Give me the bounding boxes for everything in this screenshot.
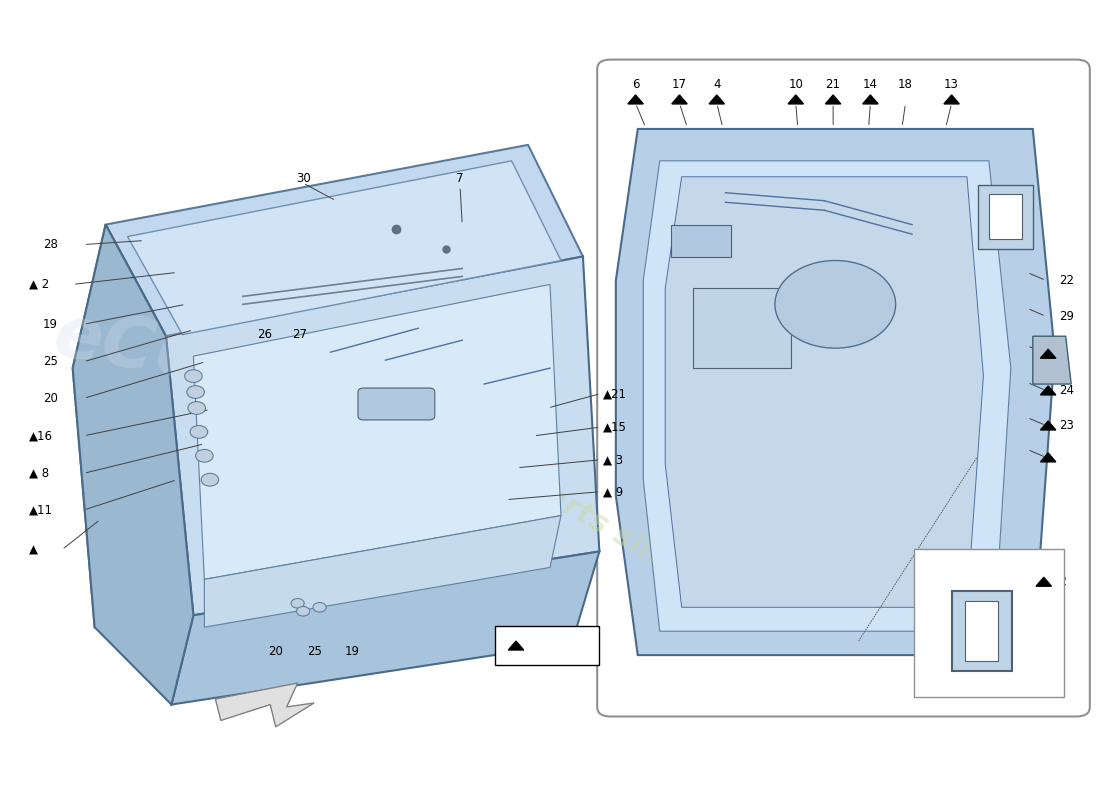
- Text: 30: 30: [296, 172, 310, 185]
- Polygon shape: [672, 95, 688, 104]
- Text: 22: 22: [1059, 274, 1074, 287]
- Circle shape: [187, 386, 205, 398]
- Polygon shape: [1033, 336, 1071, 384]
- Text: 20: 20: [43, 392, 58, 405]
- Polygon shape: [205, 515, 561, 627]
- Circle shape: [201, 474, 219, 486]
- Circle shape: [774, 261, 895, 348]
- Text: 10: 10: [789, 78, 803, 90]
- Text: 5: 5: [1059, 347, 1067, 360]
- FancyBboxPatch shape: [965, 601, 998, 662]
- Polygon shape: [978, 185, 1033, 249]
- Polygon shape: [106, 145, 583, 336]
- FancyBboxPatch shape: [693, 288, 791, 368]
- Text: 14: 14: [862, 78, 878, 90]
- Polygon shape: [172, 551, 600, 705]
- Text: ▲ 3: ▲ 3: [603, 454, 623, 466]
- Text: ▲11: ▲11: [29, 503, 53, 517]
- Text: ▲21: ▲21: [603, 387, 627, 400]
- Polygon shape: [666, 177, 983, 607]
- Text: ▲ 9: ▲ 9: [603, 485, 623, 498]
- Text: 6: 6: [631, 78, 639, 90]
- Text: 26: 26: [257, 328, 272, 341]
- Polygon shape: [194, 285, 561, 579]
- Text: 19: 19: [43, 318, 58, 330]
- Text: 7: 7: [456, 172, 464, 185]
- Polygon shape: [628, 95, 643, 104]
- FancyBboxPatch shape: [952, 591, 1012, 671]
- Polygon shape: [1041, 421, 1056, 430]
- Text: 24: 24: [1059, 384, 1074, 397]
- Text: 13: 13: [944, 78, 959, 90]
- Text: ▲ 8: ▲ 8: [29, 467, 48, 480]
- Text: ▲15: ▲15: [603, 421, 627, 434]
- Circle shape: [196, 450, 213, 462]
- Text: 21: 21: [826, 78, 840, 90]
- FancyBboxPatch shape: [671, 225, 732, 257]
- Text: 29: 29: [1059, 310, 1074, 322]
- Polygon shape: [944, 95, 959, 104]
- Polygon shape: [216, 683, 315, 727]
- Text: eCUBIS: eCUBIS: [747, 316, 968, 405]
- Text: 27: 27: [293, 328, 307, 341]
- Text: eCUBIS: eCUBIS: [47, 301, 350, 420]
- Polygon shape: [989, 194, 1022, 239]
- Polygon shape: [128, 161, 561, 334]
- Circle shape: [188, 402, 206, 414]
- Polygon shape: [166, 257, 600, 615]
- Circle shape: [292, 598, 305, 608]
- Circle shape: [297, 606, 310, 616]
- Text: ▲16: ▲16: [29, 430, 53, 442]
- Polygon shape: [1041, 453, 1056, 462]
- Text: ▲ 2: ▲ 2: [29, 278, 50, 291]
- Text: 25: 25: [307, 645, 321, 658]
- Circle shape: [190, 426, 208, 438]
- Polygon shape: [508, 641, 524, 650]
- Text: 28: 28: [43, 238, 58, 251]
- Text: 18: 18: [898, 78, 913, 90]
- Text: - Optional -: - Optional -: [954, 678, 1013, 688]
- Text: 12: 12: [1053, 575, 1067, 588]
- Polygon shape: [825, 95, 840, 104]
- Polygon shape: [644, 161, 1011, 631]
- Text: 4: 4: [713, 78, 721, 90]
- Text: 23: 23: [1059, 419, 1074, 432]
- Text: = 1: = 1: [550, 639, 571, 652]
- Text: a passion for parts since 1985: a passion for parts since 1985: [318, 354, 782, 638]
- Polygon shape: [788, 95, 803, 104]
- FancyBboxPatch shape: [358, 388, 434, 420]
- Polygon shape: [1036, 578, 1052, 586]
- Polygon shape: [862, 95, 878, 104]
- Text: ▲: ▲: [29, 543, 37, 556]
- Polygon shape: [710, 95, 725, 104]
- FancyBboxPatch shape: [914, 549, 1064, 698]
- FancyBboxPatch shape: [495, 626, 600, 666]
- Circle shape: [314, 602, 327, 612]
- Polygon shape: [73, 225, 194, 705]
- Text: 25: 25: [43, 355, 58, 368]
- Text: 19: 19: [345, 645, 360, 658]
- Text: 17: 17: [672, 78, 688, 90]
- Circle shape: [185, 370, 202, 382]
- Polygon shape: [616, 129, 1055, 655]
- Polygon shape: [73, 225, 194, 627]
- Polygon shape: [1041, 386, 1056, 395]
- Text: 20: 20: [268, 645, 283, 658]
- Polygon shape: [1041, 350, 1056, 358]
- FancyBboxPatch shape: [597, 59, 1090, 717]
